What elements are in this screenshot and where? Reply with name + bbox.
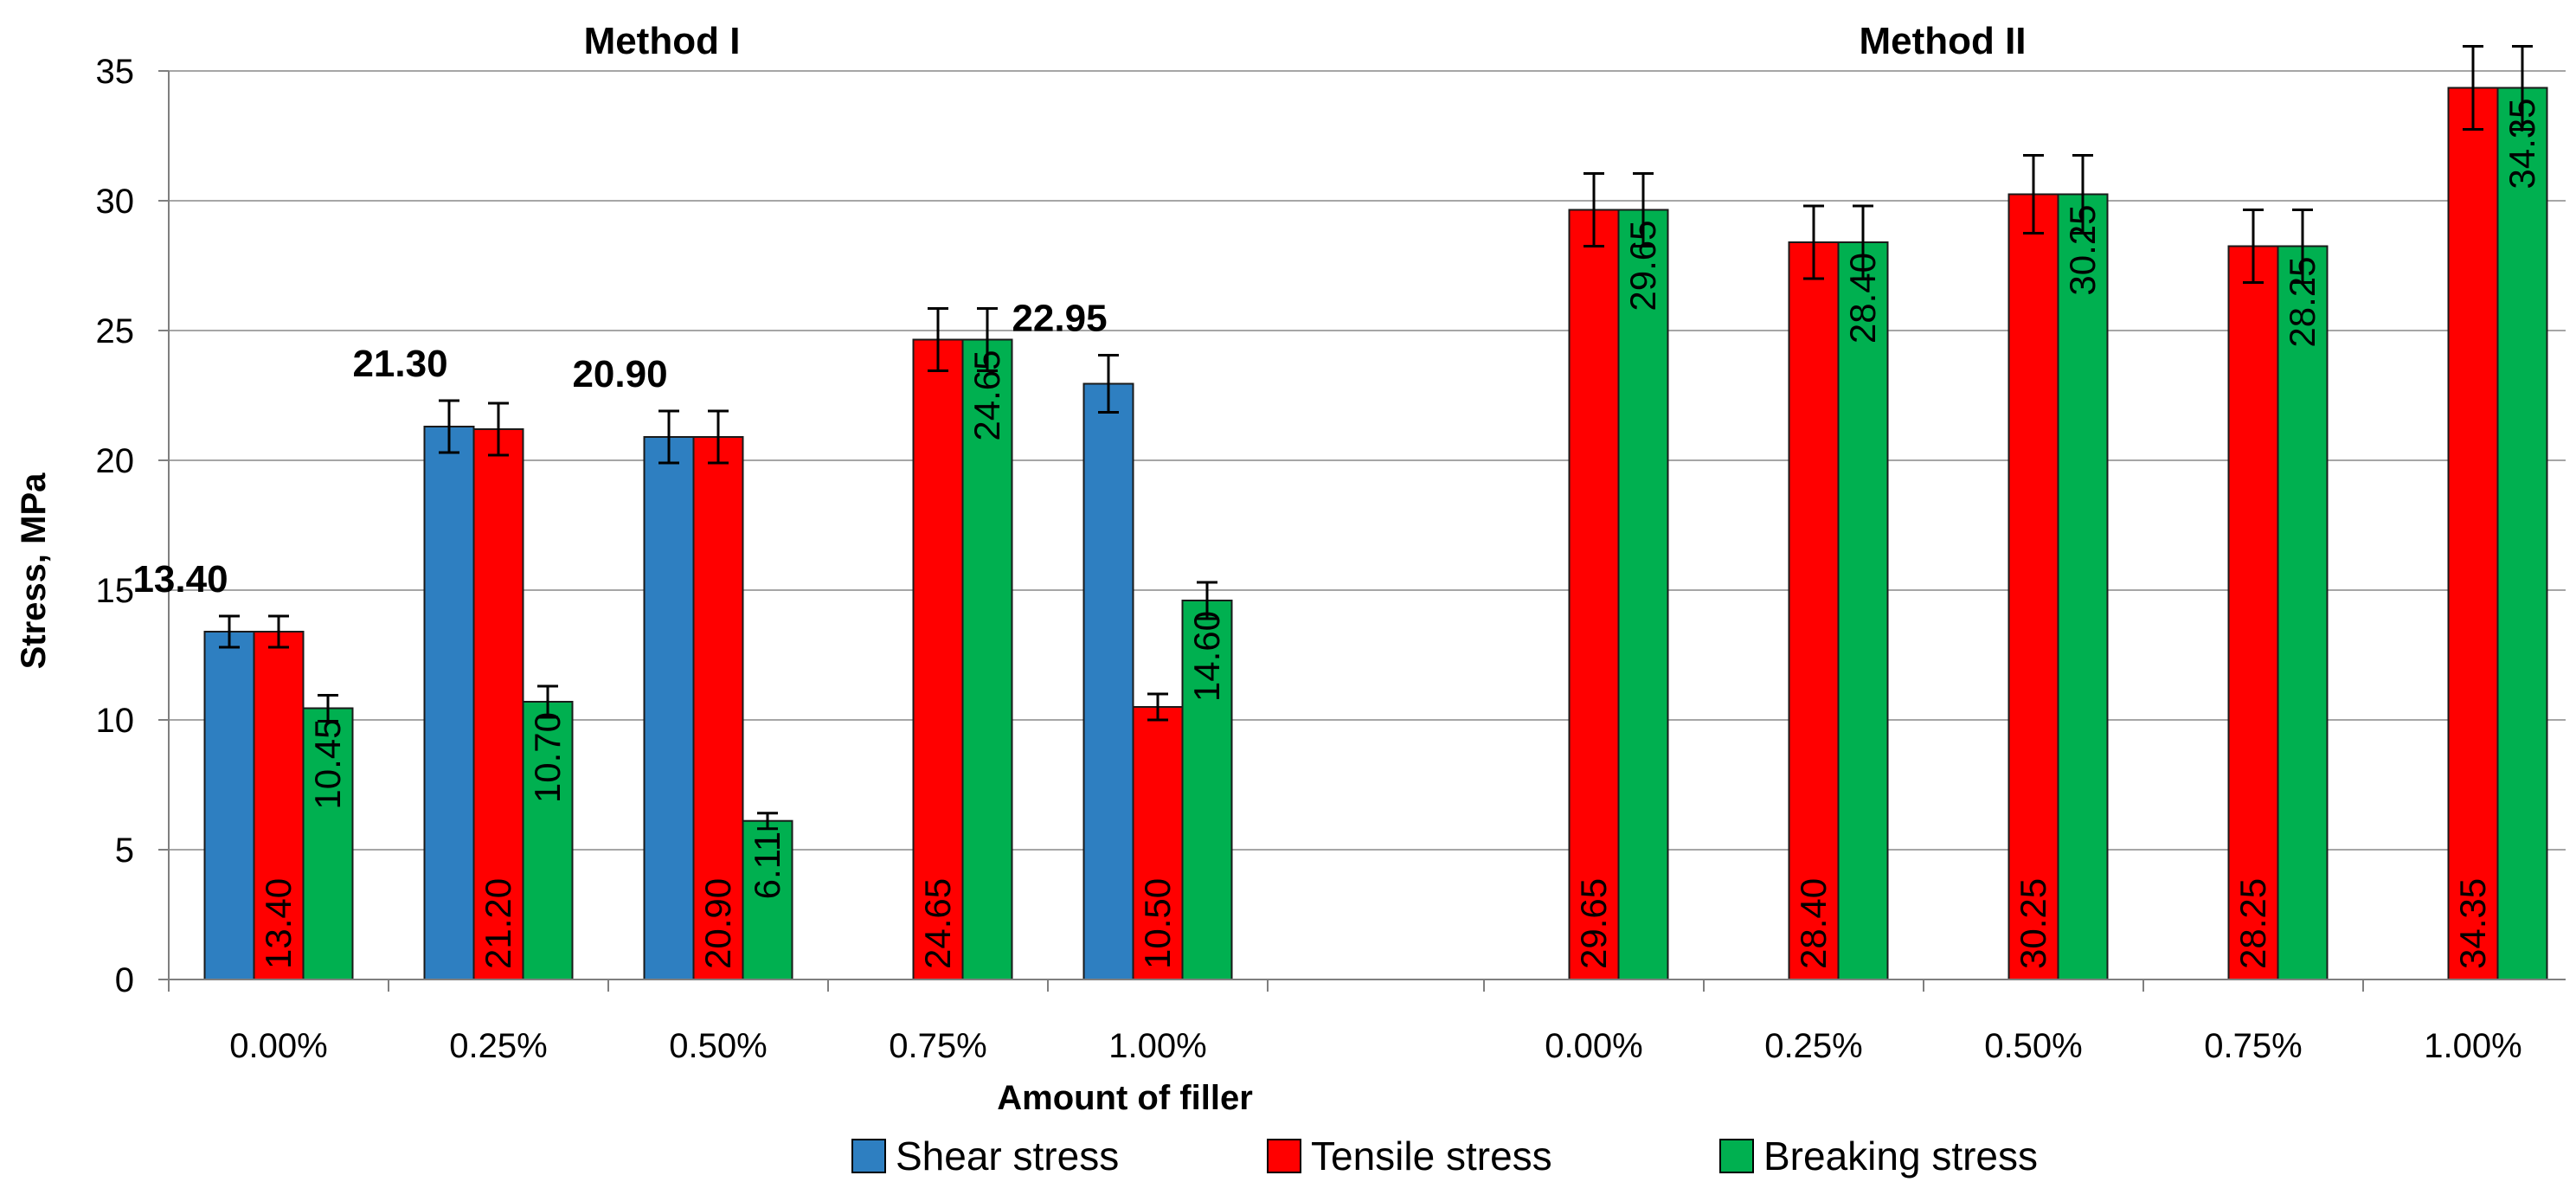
bar (2496, 87, 2548, 980)
data-label: 28.25 (2232, 878, 2273, 969)
y-tick-label: 25 (96, 312, 135, 350)
data-label: 28.25 (2282, 257, 2322, 348)
bar (2277, 245, 2329, 980)
y-tick-label: 0 (115, 961, 134, 999)
bar (692, 436, 744, 980)
data-label: 6.11 (747, 832, 787, 900)
data-label: 30.25 (2013, 878, 2053, 969)
x-tick-label: 0.00% (229, 1027, 327, 1065)
bar (423, 426, 475, 980)
x-tick-label: 0.50% (669, 1027, 767, 1065)
bar (1181, 600, 1233, 980)
x-tick-label: 0.25% (1764, 1027, 1862, 1065)
legend-swatch-breaking (1719, 1139, 1754, 1173)
y-tick-label: 10 (96, 702, 135, 740)
error-bars (219, 45, 2533, 831)
data-label: 10.70 (527, 712, 568, 803)
bar (1617, 209, 1669, 980)
data-label: 13.40 (132, 558, 228, 600)
bar (522, 701, 574, 980)
legend: Shear stress Tensile stress Breaking str… (851, 1134, 2038, 1179)
data-label: 24.65 (917, 878, 958, 969)
y-tick-label: 5 (115, 832, 134, 870)
data-label: 24.65 (967, 350, 1007, 441)
group-title-method-1: Method I (584, 20, 741, 62)
data-label: 21.20 (478, 878, 518, 969)
data-label: 30.25 (2062, 205, 2103, 296)
bar (203, 631, 255, 980)
data-label: 34.35 (2502, 99, 2542, 189)
legend-label-breaking: Breaking stress (1763, 1134, 2038, 1179)
legend-label-shear: Shear stress (896, 1134, 1119, 1179)
x-tick-label: 1.00% (2424, 1027, 2521, 1065)
bar (2007, 193, 2059, 980)
x-tick-label: 0.25% (449, 1027, 547, 1065)
y-tick-label: 30 (96, 183, 135, 221)
data-labels: 13.40 13.40 10.45 21.30 21.20 10.70 20.90 20.90… (132, 99, 2542, 970)
x-tick-label: 0.50% (1984, 1027, 2082, 1065)
bar (1568, 209, 1620, 980)
data-label: 20.90 (572, 353, 667, 395)
bar (1788, 241, 1840, 980)
bar (1082, 382, 1134, 980)
x-axis-title: Amount of filler (997, 1079, 1253, 1117)
data-label: 21.30 (352, 343, 447, 385)
bar (1837, 241, 1889, 980)
axes: 0 5 10 15 20 25 30 35 0.00% 0.25% 0.50% 0.75% 1.00% 0… (96, 53, 2566, 1065)
bar (302, 707, 354, 980)
data-label: 28.40 (1793, 878, 1834, 969)
bar (472, 428, 524, 980)
bars (203, 87, 2548, 981)
data-label: 10.45 (307, 719, 348, 810)
legend-label-tensile: Tensile stress (1311, 1134, 1552, 1179)
legend-swatch-shear (851, 1139, 886, 1173)
bar (2057, 193, 2109, 980)
x-tick-label: 0.75% (2204, 1027, 2302, 1065)
bar (742, 819, 793, 981)
x-tick-label: 0.00% (1545, 1027, 1642, 1065)
y-axis-title: Stress, MPa (15, 472, 53, 670)
data-label: 14.60 (1186, 611, 1227, 702)
data-label: 13.40 (258, 878, 299, 969)
bar (2447, 87, 2499, 980)
data-label: 20.90 (697, 878, 738, 969)
data-label: 10.50 (1137, 878, 1178, 969)
y-tick-label: 35 (96, 53, 135, 91)
bar (961, 338, 1013, 980)
data-label: 29.65 (1573, 878, 1614, 969)
bar (2227, 245, 2279, 980)
x-tick-label: 1.00% (1108, 1027, 1206, 1065)
data-label: 29.65 (1622, 221, 1663, 311)
bar (643, 436, 695, 980)
x-tick-label: 0.75% (889, 1027, 986, 1065)
y-tick-label: 15 (96, 572, 135, 610)
group-title-method-2: Method II (1859, 20, 2026, 62)
y-tick-label: 20 (96, 442, 135, 480)
data-label: 34.35 (2452, 878, 2493, 969)
data-label: 28.40 (1842, 253, 1883, 344)
legend-swatch-tensile (1267, 1139, 1301, 1173)
data-label: 22.95 (1012, 298, 1107, 340)
